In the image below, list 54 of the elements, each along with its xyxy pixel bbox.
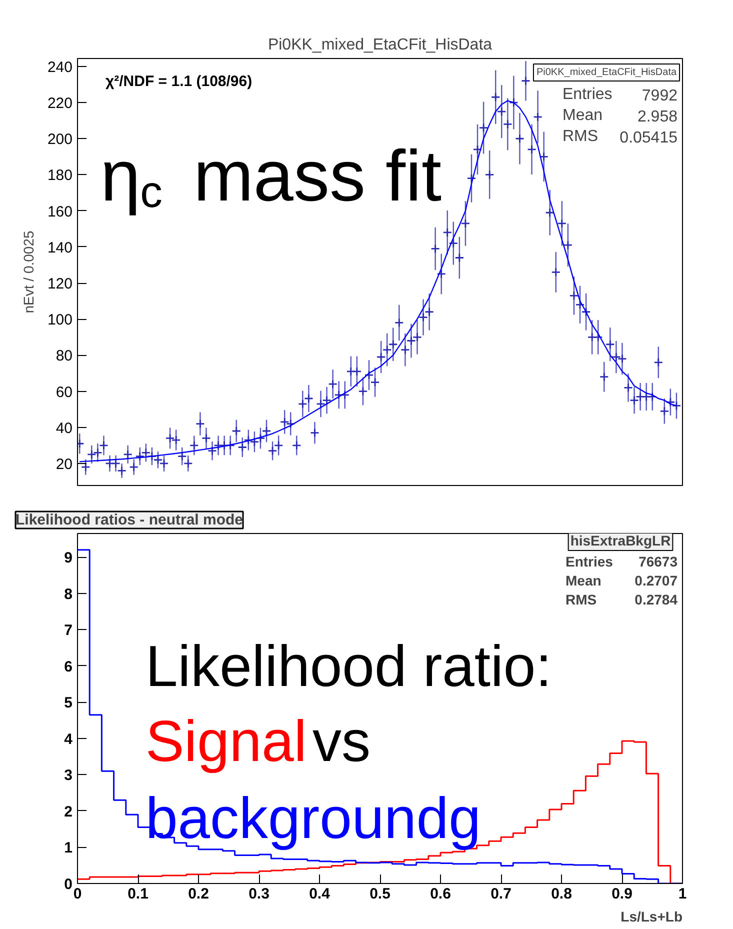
annotation: RMS [562,128,598,145]
annotation: 2.958 [637,108,678,126]
y-tick-label: 80 [56,348,73,365]
y-axis-title: nEvt / 0.0025 [20,230,36,314]
annotation: Pi0KK_mixed_EtaCFit_HisData [536,67,677,78]
x-tick-label: 0.8 [551,886,572,902]
x-tick-label: 0.1 [128,886,148,902]
y-tick-label: 120 [47,276,73,293]
y-tick-label: 100 [47,312,73,329]
x-tick-label: 0.3 [248,886,270,902]
annotation: 0.05415 [620,130,678,146]
annotation: 76673 [638,554,678,570]
y-tick-label: 6 [64,658,72,676]
annotation: vs [312,709,370,774]
x-tick-label: 0.2 [188,886,209,902]
annotation: Entries [566,554,614,570]
x-tick-label: 0.4 [309,886,331,902]
annotation: hisExtraBkgLR [570,532,671,548]
y-tick-label: 180 [47,167,73,184]
x-tick-label: 0.5 [370,886,390,902]
series-label: Signal [146,709,307,774]
annotation: χ²/NDF = 1.1 (108/96) [106,73,252,90]
y-tick-label: 140 [47,239,73,256]
x-tick-label: 0.9 [612,886,632,902]
y-tick-label: 20 [56,456,73,473]
y-tick-label: 1 [64,840,72,857]
annotation: RMS [566,592,597,608]
annotation: 0.2707 [634,572,678,588]
y-tick-label: 40 [56,420,73,437]
annotation: Entries [562,86,612,103]
annotation: Mean [566,572,602,588]
y-tick-label: 2 [64,803,72,820]
y-tick-label: 200 [47,131,73,148]
x-tick-label: 0.6 [430,886,451,902]
chart-title: Pi0KK_mixed_EtaCFit_HisData [268,36,492,54]
annotation: Mean [562,107,603,124]
y-tick-label: 220 [47,95,73,112]
y-tick-label: 160 [47,203,73,220]
series-label: backgroundg [146,786,481,851]
x-tick-label: 1 [678,886,687,902]
x-tick-label: 0.7 [490,886,512,902]
y-tick-label: 3 [64,767,72,784]
y-tick-label: 240 [47,58,73,76]
x-axis-title: Ls/Ls+Lb [620,908,683,924]
y-tick-label: 7 [64,622,72,640]
y-tick-label: 5 [64,694,72,712]
annotation: 0.2784 [634,592,678,608]
annotation: ηc mass fit [100,136,442,217]
y-tick-label: 8 [64,586,72,603]
annotation: Likelihood ratio: [146,634,552,699]
y-tick-label: 4 [64,730,74,748]
annotation: 7992 [642,88,678,104]
y-tick-label: 9 [64,550,72,567]
y-tick-label: 60 [56,384,73,401]
